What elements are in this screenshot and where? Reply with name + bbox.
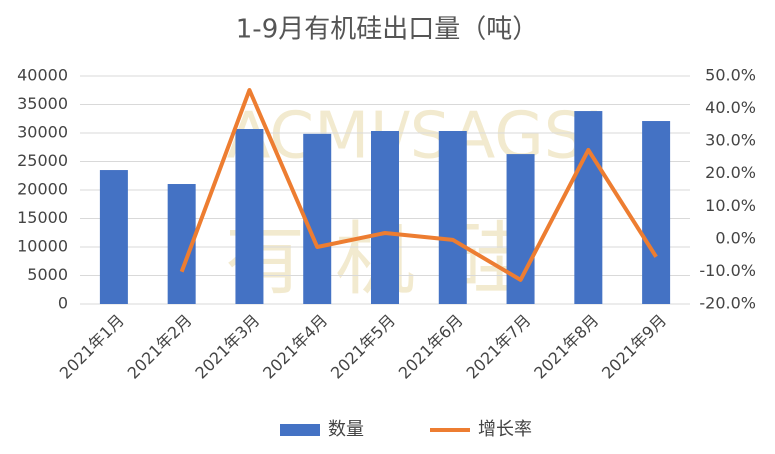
y-tick-label: 25000 bbox=[17, 151, 68, 170]
y-tick-label: 35000 bbox=[17, 94, 68, 113]
x-tick-label: 2021年2月 bbox=[124, 311, 196, 383]
bar bbox=[371, 131, 399, 304]
bar bbox=[642, 121, 671, 304]
x-tick-label: 2021年4月 bbox=[259, 311, 331, 383]
x-tick-label: 2021年3月 bbox=[191, 311, 263, 383]
x-tick-label: 2021年9月 bbox=[598, 311, 670, 383]
line bbox=[179, 88, 658, 282]
y-tick-label: 5000 bbox=[27, 265, 68, 284]
bar bbox=[438, 131, 467, 304]
legend-label: 数量 bbox=[328, 419, 364, 440]
y2-tick-label: -20.0% bbox=[699, 294, 756, 313]
y-tick-label: 0 bbox=[58, 294, 68, 313]
y2-tick-label: 0.0% bbox=[715, 228, 756, 247]
y2-tick-label: 10.0% bbox=[705, 196, 756, 215]
y2-tick-label: 20.0% bbox=[705, 163, 756, 182]
bar bbox=[99, 170, 128, 304]
chart-title: 1-9月有机硅出口量（吨） bbox=[236, 15, 538, 45]
x-tick-label: 2021年1月 bbox=[56, 311, 128, 383]
y-tick-label: 30000 bbox=[17, 123, 68, 142]
x-tick-label: 2021年5月 bbox=[327, 311, 399, 383]
bar bbox=[235, 129, 264, 304]
y2-tick-label: -10.0% bbox=[699, 261, 756, 280]
y-tick-label: 10000 bbox=[17, 237, 68, 256]
legend-swatch bbox=[280, 424, 320, 436]
y2-tick-label: 30.0% bbox=[705, 131, 756, 150]
y-tick-label: 20000 bbox=[17, 180, 68, 199]
y2-tick-label: 50.0% bbox=[705, 66, 756, 85]
x-tick-label: 2021年8月 bbox=[530, 311, 602, 383]
y-tick-label: 40000 bbox=[17, 66, 68, 85]
legend-label: 增长率 bbox=[478, 419, 532, 440]
y2-tick-label: 40.0% bbox=[705, 98, 756, 117]
x-tick-label: 2021年6月 bbox=[395, 311, 467, 383]
bar bbox=[574, 111, 603, 305]
y-tick-label: 15000 bbox=[17, 208, 68, 227]
bar bbox=[303, 133, 332, 304]
x-tick-label: 2021年7月 bbox=[463, 311, 535, 383]
watermark: ACMI/SAGSI bbox=[227, 100, 604, 174]
